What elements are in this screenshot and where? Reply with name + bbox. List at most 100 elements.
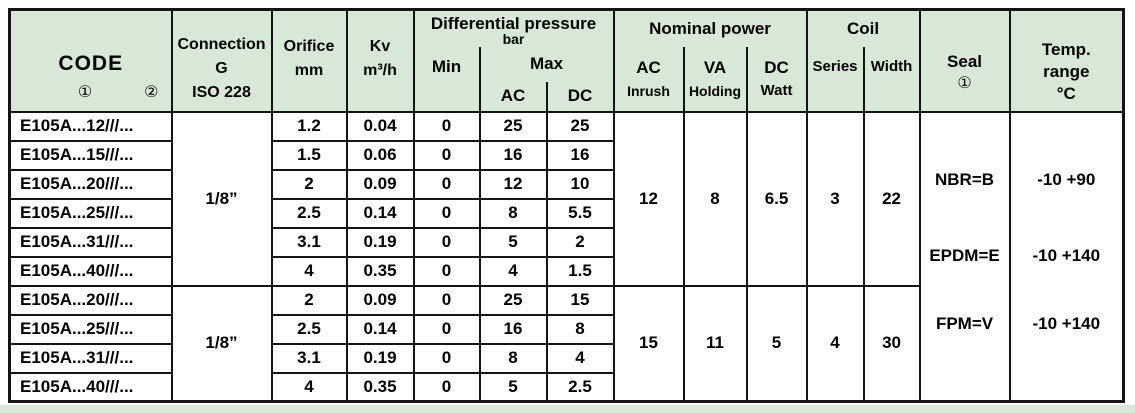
orifice-cell: 4 [270,371,348,403]
seal-option: FPM=V [935,313,994,333]
header-width: Width [862,46,921,113]
kv-cell: 0.06 [345,139,415,171]
code-cell: E105A...40///... [8,255,173,287]
code-cell: E105A...31///... [8,342,173,374]
orifice-cell: 2.5 [270,313,348,345]
max-dc-cell: 2 [545,226,615,258]
kv-cell: 0.19 [345,342,415,374]
max-dc-cell: 16 [545,139,615,171]
max-dc-cell: 2.5 [545,371,615,403]
header-dc-watt: DC Watt [745,46,808,113]
kv-cell: 0.09 [345,168,415,200]
kv-cell: 0.14 [345,197,415,229]
header-max-ac: AC [478,81,548,113]
table-row: E105A...20///... 2 0.09 0 12 10 [8,168,1124,200]
header-seal: Seal ① [918,8,1011,113]
max-dc-cell: 25 [545,110,615,142]
va-holding-cell: 11 [682,284,748,403]
table-row: E105A...15///... 1.5 0.06 0 16 16 [8,139,1124,171]
header-nominal-power: Nominal power [612,8,808,47]
orifice-cell: 2 [270,284,348,316]
header-series: Series [805,46,865,113]
min-cell: 0 [412,168,481,200]
code-cell: E105A...20///... [8,168,173,200]
code-cell: E105A...25///... [8,197,173,229]
code-cell: E105A...25///... [8,313,173,345]
orifice-cell: 1.2 [270,110,348,142]
orifice-cell: 3.1 [270,342,348,374]
temp-range-value: -10 +90 [1037,169,1096,189]
orifice-cell: 4 [270,255,348,287]
kv-cell: 0.09 [345,284,415,316]
table-row: E105A...40///... 4 0.35 0 4 1.5 [8,255,1124,287]
max-dc-cell: 10 [545,168,615,200]
orifice-cell: 2.5 [270,197,348,229]
code-cell: E105A...12///... [8,110,173,142]
table-row: E105A...40///... 4 0.35 0 5 2.5 [8,371,1124,403]
max-ac-cell: 8 [478,197,548,229]
min-cell: 0 [412,342,481,374]
temp-range-value: -10 +140 [1032,245,1101,265]
max-ac-cell: 5 [478,226,548,258]
dc-watt-cell: 5 [745,284,808,403]
max-dc-cell: 8 [545,313,615,345]
connection-cell: 1/8” [170,284,273,403]
header-max-dc: DC [545,81,615,113]
min-cell: 0 [412,255,481,287]
kv-cell: 0.04 [345,110,415,142]
max-ac-cell: 12 [478,168,548,200]
va-holding-cell: 8 [682,110,748,287]
header-va-holding: VA Holding [682,46,748,113]
header-temp-range: Temp. range °C [1008,8,1125,113]
seal-option: NBR=B [935,169,995,189]
orifice-cell: 3.1 [270,226,348,258]
max-ac-cell: 16 [478,313,548,345]
max-dc-cell: 1.5 [545,255,615,287]
min-cell: 0 [412,139,481,171]
code-cell: E105A...40///... [8,371,173,403]
min-cell: 0 [412,197,481,229]
table-row: E105A...25///... 2.5 0.14 0 16 8 [8,313,1124,345]
min-cell: 0 [412,110,481,142]
header-connection: Connection G ISO 228 [170,8,273,113]
min-cell: 0 [412,226,481,258]
max-ac-cell: 16 [478,139,548,171]
code-marks: ① ② [12,83,170,103]
circled-two-icon: ② [144,84,159,101]
width-cell: 22 [862,110,921,287]
header-ac-inrush: AC Inrush [612,46,685,113]
next-section-strip [0,405,1135,413]
series-cell: 4 [805,284,865,403]
max-ac-cell: 5 [478,371,548,403]
max-dc-cell: 5.5 [545,197,615,229]
kv-cell: 0.19 [345,226,415,258]
table-row: E105A...25///... 2.5 0.14 0 8 5.5 [8,197,1124,229]
orifice-cell: 2 [270,168,348,200]
ac-inrush-cell: 12 [612,110,685,287]
max-ac-cell: 8 [478,342,548,374]
temp-range-column: -10 +90 -10 +140 -10 +140 [1008,110,1125,403]
min-cell: 0 [412,284,481,316]
header-diff-pressure: Differential pressure bar [412,8,615,47]
header-kv: Kv m³/h [345,8,415,113]
code-cell: E105A...15///... [8,139,173,171]
header-orifice: Orifice mm [270,8,348,113]
max-ac-cell: 25 [478,284,548,316]
seal-column: NBR=B EPDM=E FPM=V [918,110,1011,403]
circled-one-icon: ① [957,75,972,92]
kv-cell: 0.14 [345,313,415,345]
code-title: CODE [58,52,124,75]
datasheet-table: CODE ① ② Connection G ISO 228 Orifice mm… [8,8,1126,403]
header-min: Min [412,46,481,113]
max-ac-cell: 25 [478,110,548,142]
min-cell: 0 [412,371,481,403]
code-cell: E105A...20///... [8,284,173,316]
table-row: E105A...20///... 1/8” 2 0.09 0 25 15 15 … [8,284,1124,403]
temp-range-value: -10 +140 [1032,313,1101,333]
min-cell: 0 [412,313,481,345]
header-coil: Coil [805,8,921,47]
table-row: E105A...31///... 3.1 0.19 0 8 4 [8,342,1124,374]
dc-watt-cell: 6.5 [745,110,808,287]
max-ac-cell: 4 [478,255,548,287]
circled-one-icon: ① [77,84,93,101]
